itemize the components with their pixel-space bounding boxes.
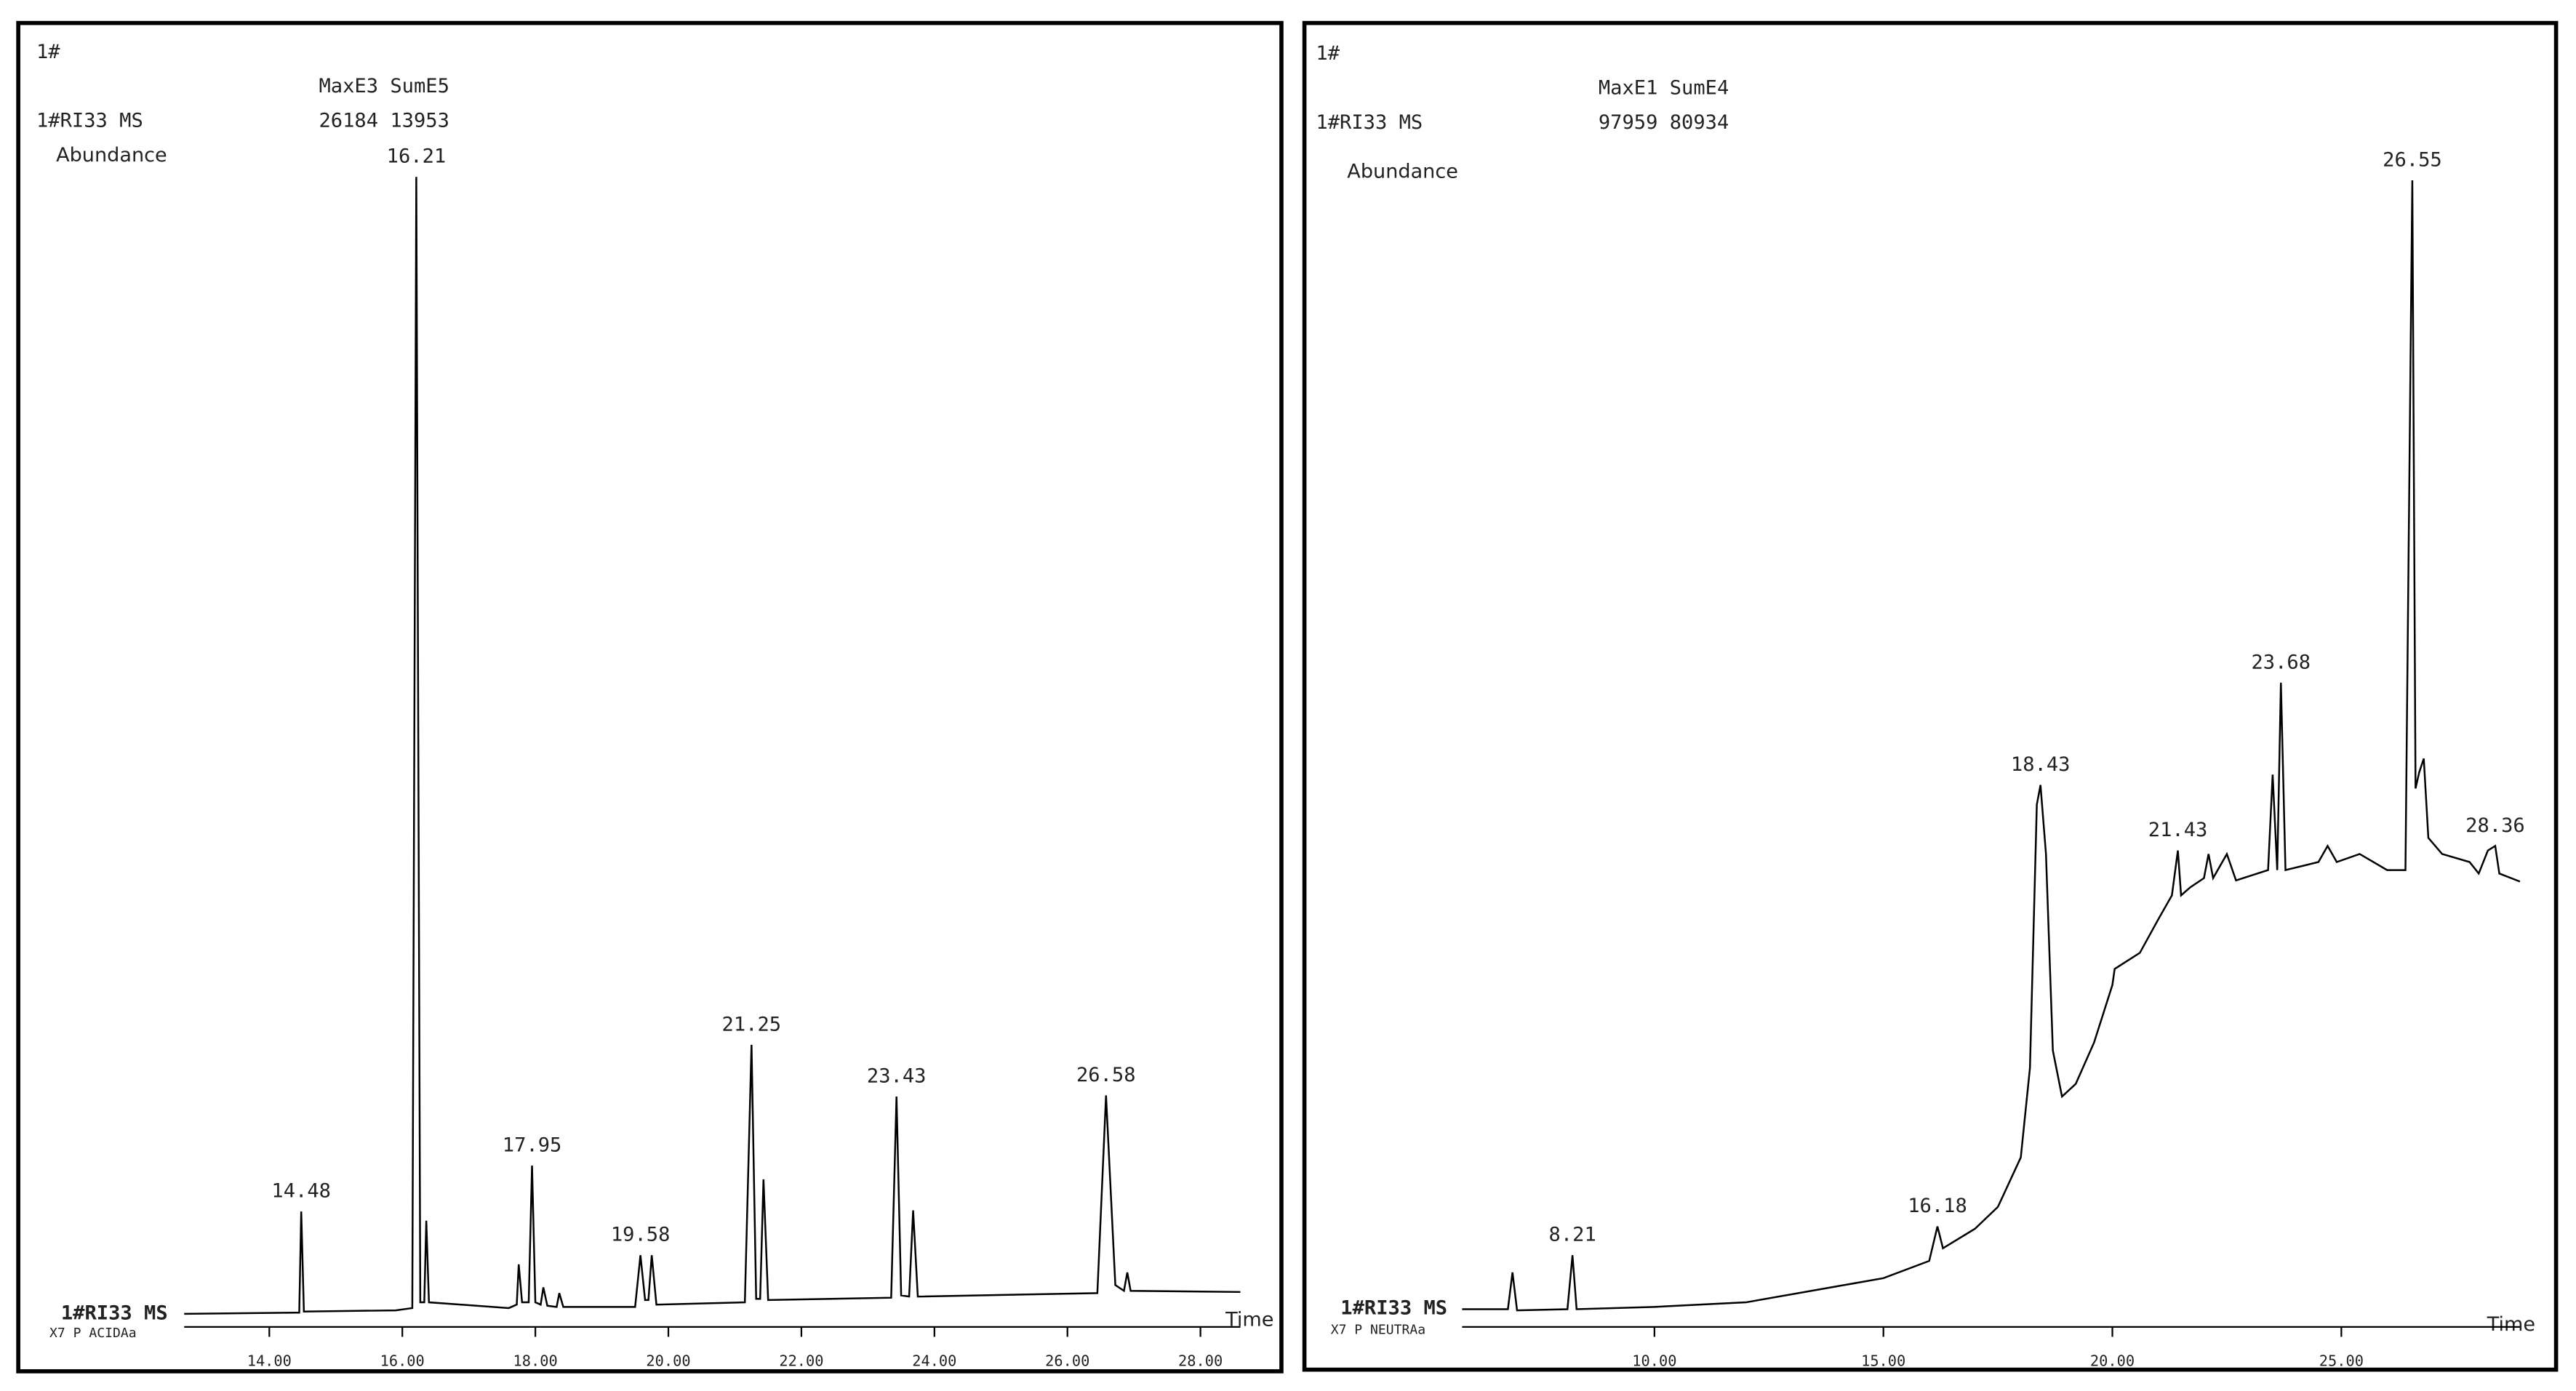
x-tick-label: 14.00: [247, 1352, 292, 1369]
x-tick-label: 10.00: [1632, 1352, 1676, 1369]
x-tick-label: 22.00: [779, 1352, 823, 1369]
panel-frame: [16, 20, 1284, 1374]
peak-label: 26.58: [1076, 1064, 1136, 1086]
peak-label: 23.43: [867, 1065, 927, 1087]
x-tick-label: 24.00: [912, 1352, 956, 1369]
max-sum-values: 97959 80934: [1599, 111, 1729, 134]
peak-label: 19.58: [611, 1224, 671, 1246]
trace-label: 1#RI33 MS: [1340, 1297, 1447, 1320]
chromatogram-trace: [184, 177, 1241, 1315]
x-tick-label: 20.00: [2090, 1352, 2135, 1369]
sample-label: 1#RI33 MS: [36, 110, 143, 132]
panel-frame: [1302, 20, 2559, 1372]
peak-label: 21.43: [2148, 819, 2208, 841]
method-label: X7 P NEUTRAa: [1331, 1322, 1425, 1337]
x-tick-label: 25.00: [2319, 1352, 2364, 1369]
panel-id: 1#: [36, 41, 60, 63]
max-sum-values: 26184 13953: [319, 110, 449, 132]
x-tick-label: 16.00: [380, 1352, 425, 1369]
peak-label: 17.95: [503, 1134, 562, 1156]
chromatogram-trace: [1462, 180, 2521, 1312]
panel-id: 1#: [1316, 42, 1340, 65]
max-sum-label: MaxE1 SumE4: [1599, 76, 1729, 99]
y-axis-label: Abundance: [56, 144, 167, 167]
x-axis-label: Time: [2487, 1313, 2535, 1336]
peak-label: 26.55: [2383, 148, 2442, 171]
x-tick-label: 28.00: [1178, 1352, 1223, 1369]
x-tick-label: 15.00: [1861, 1352, 1905, 1369]
x-tick-label: 20.00: [646, 1352, 690, 1369]
y-axis-label: Abundance: [1347, 161, 1458, 183]
x-tick-label: 26.00: [1045, 1352, 1089, 1369]
max-sum-label: MaxE3 SumE5: [319, 75, 449, 97]
sample-label: 1#RI33 MS: [1316, 111, 1423, 134]
peak-label: 18.43: [2011, 753, 2071, 776]
peak-label: 28.36: [2465, 814, 2525, 837]
trace-label: 1#RI33 MS: [61, 1302, 168, 1324]
x-tick-label: 18.00: [513, 1352, 558, 1369]
peak-label: 16.21: [387, 145, 447, 168]
peak-label: 23.68: [2251, 651, 2311, 673]
method-label: X7 P ACIDAa: [49, 1326, 137, 1341]
peak-label: 8.21: [1549, 1224, 1596, 1246]
peak-label: 16.18: [1908, 1195, 1967, 1217]
peak-label: 21.25: [722, 1013, 782, 1035]
peak-label: 14.48: [271, 1180, 331, 1203]
